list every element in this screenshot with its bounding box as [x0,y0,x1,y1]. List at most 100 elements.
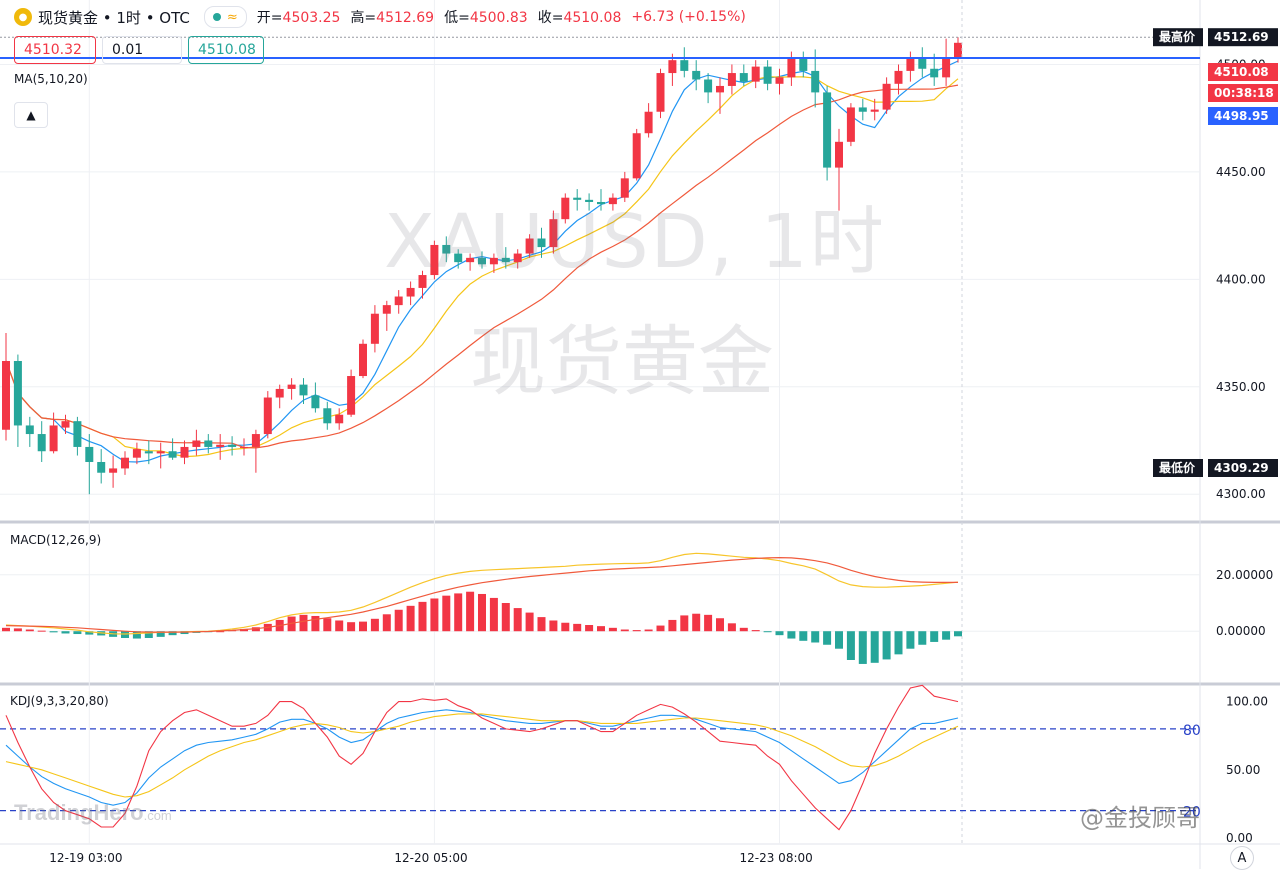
candle[interactable] [835,128,843,211]
candle[interactable] [644,103,653,138]
candle[interactable] [287,378,296,400]
macd-histogram-bar [775,631,784,636]
candle[interactable] [692,60,701,91]
candle[interactable] [846,103,855,147]
candle[interactable] [323,401,332,430]
candle[interactable] [775,68,784,95]
candle[interactable] [882,77,891,114]
candle-body [704,79,713,93]
candle[interactable] [632,128,641,181]
candle[interactable] [573,189,582,211]
candle[interactable] [13,354,22,447]
candle[interactable] [85,434,94,495]
candle[interactable] [668,53,677,86]
candle[interactable] [727,64,736,95]
candle[interactable] [192,429,201,456]
candle[interactable] [716,77,724,114]
candle-body [835,141,843,168]
candle[interactable] [870,98,879,121]
candle[interactable] [430,240,439,280]
candle[interactable] [739,64,748,86]
candle[interactable] [2,333,10,441]
candle[interactable] [561,193,570,224]
candle[interactable] [168,438,177,460]
candle[interactable] [858,98,867,121]
candle[interactable] [311,382,320,413]
candle[interactable] [906,51,915,82]
candle[interactable] [501,247,510,269]
candle[interactable] [918,47,927,78]
candle[interactable] [73,416,82,456]
brand-logo-left: TradingHero.com [14,800,172,825]
candle[interactable] [823,85,832,181]
candle[interactable] [156,442,165,469]
candle[interactable] [263,391,272,439]
candle[interactable] [704,73,713,104]
candle[interactable] [204,434,213,454]
candle[interactable] [894,64,903,95]
macd-histogram-bar [132,631,141,639]
candle[interactable] [382,300,391,331]
candle[interactable] [537,227,546,258]
candle[interactable] [180,440,189,465]
candle-body [275,388,284,398]
candle[interactable] [359,339,367,379]
candle[interactable] [25,416,34,447]
candle[interactable] [442,236,451,263]
symbol-title[interactable]: 现货黄金 • 1时 • OTC [38,8,190,27]
candle[interactable] [335,408,344,430]
candle[interactable] [37,421,46,462]
candle[interactable] [608,193,617,211]
market-status-pill[interactable]: ≈ [203,6,247,28]
candle[interactable] [549,210,558,254]
candle[interactable] [61,414,70,435]
candle[interactable] [513,249,522,269]
candle[interactable] [620,171,629,202]
candle-body [97,461,106,473]
candle[interactable] [680,47,689,78]
candle[interactable] [216,434,225,460]
candle[interactable] [109,455,118,488]
buy-price-button[interactable]: 4510.08 [188,36,264,64]
candle[interactable] [347,369,356,417]
candle[interactable] [466,253,475,271]
candle[interactable] [656,68,665,119]
candle[interactable] [811,49,820,108]
candle[interactable] [585,193,594,211]
sell-price-button[interactable]: 4510.32 [14,36,96,64]
candle[interactable] [942,38,951,86]
candle[interactable] [228,436,237,456]
kdj-indicator-label[interactable]: KDJ(9,3,3,20,80) [10,694,109,708]
candle[interactable] [275,384,284,409]
candle[interactable] [478,251,486,269]
macd-histogram-bar [85,631,94,635]
candle[interactable] [97,449,106,484]
candle[interactable] [240,438,248,456]
candle[interactable] [799,51,808,78]
candle[interactable] [489,253,498,273]
candle[interactable] [763,60,772,91]
candle[interactable] [930,53,939,86]
ma-indicator-label[interactable]: MA(5,10,20) [14,72,88,86]
candle[interactable] [454,249,463,269]
candle[interactable] [299,378,308,404]
auto-scale-button[interactable]: A [1230,846,1254,870]
macd-indicator-label[interactable]: MACD(12,26,9) [10,533,102,547]
candle[interactable] [751,60,760,89]
candle[interactable] [49,412,58,454]
candle[interactable] [121,451,129,475]
quantity-input[interactable]: 0.01 [102,36,182,64]
candle[interactable] [597,189,605,211]
candle-body [644,111,653,134]
candle[interactable] [144,440,153,465]
candle[interactable] [525,234,534,258]
collapse-chevron-up-icon[interactable]: ▲ [14,102,48,128]
candle[interactable] [787,51,796,86]
candle[interactable] [132,442,141,465]
candle[interactable] [370,305,379,353]
candle[interactable] [394,290,403,314]
candle[interactable] [418,270,427,299]
candle[interactable] [406,281,415,306]
candle[interactable] [251,429,260,473]
